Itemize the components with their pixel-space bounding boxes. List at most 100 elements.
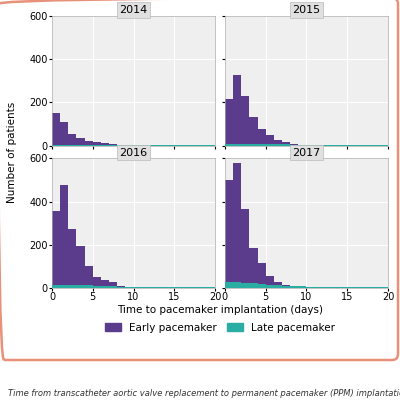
Bar <box>207 145 215 146</box>
Bar <box>282 142 290 146</box>
Bar <box>233 282 241 288</box>
Bar <box>258 144 266 146</box>
Bar <box>52 285 60 288</box>
Bar <box>290 144 298 146</box>
Bar <box>68 285 76 288</box>
Bar <box>60 186 68 288</box>
Bar <box>249 248 258 288</box>
Bar <box>199 145 207 146</box>
Bar <box>134 145 142 146</box>
Bar <box>166 145 174 146</box>
Bar <box>347 145 355 146</box>
Bar <box>207 287 215 288</box>
Bar <box>191 287 199 288</box>
Bar <box>125 287 134 288</box>
Bar <box>364 287 372 288</box>
Bar <box>76 145 85 146</box>
Bar <box>339 287 347 288</box>
Title: 2014: 2014 <box>120 5 148 15</box>
Bar <box>315 287 323 288</box>
Bar <box>52 211 60 288</box>
Bar <box>93 286 101 288</box>
Bar <box>85 145 93 146</box>
Bar <box>241 144 249 146</box>
Bar <box>323 145 331 146</box>
Bar <box>52 145 60 146</box>
Bar <box>60 145 68 146</box>
Bar <box>174 287 182 288</box>
Bar <box>258 284 266 288</box>
Bar <box>306 145 315 146</box>
Bar <box>331 145 339 146</box>
Bar <box>290 286 298 288</box>
Bar <box>125 145 134 146</box>
Bar <box>85 141 93 146</box>
Bar <box>233 75 241 146</box>
Text: Time to pacemaker implantation (days): Time to pacemaker implantation (days) <box>117 305 323 315</box>
Bar <box>274 144 282 146</box>
Bar <box>298 145 306 146</box>
Bar <box>85 286 93 288</box>
Bar <box>68 134 76 146</box>
Bar <box>225 180 233 288</box>
Bar <box>315 145 323 146</box>
Bar <box>93 277 101 288</box>
Bar <box>274 140 282 146</box>
Bar <box>93 145 101 146</box>
Bar <box>241 209 249 288</box>
Bar <box>150 287 158 288</box>
Bar <box>339 145 347 146</box>
Bar <box>241 283 249 288</box>
Bar <box>258 129 266 146</box>
Bar <box>52 113 60 146</box>
Bar <box>233 144 241 146</box>
Bar <box>60 285 68 288</box>
Bar <box>134 287 142 288</box>
Bar <box>249 118 258 146</box>
Bar <box>60 122 68 146</box>
Bar <box>125 287 134 288</box>
Bar <box>158 287 166 288</box>
Legend: Early pacemaker, Late pacemaker: Early pacemaker, Late pacemaker <box>101 318 339 337</box>
Bar <box>233 163 241 288</box>
Bar <box>355 145 364 146</box>
Bar <box>117 286 125 288</box>
Bar <box>241 96 249 146</box>
Bar <box>249 144 258 146</box>
Bar <box>298 286 306 288</box>
Bar <box>125 145 134 146</box>
Bar <box>68 229 76 288</box>
Title: 2016: 2016 <box>120 148 148 158</box>
Bar <box>117 287 125 288</box>
Bar <box>174 145 182 146</box>
Bar <box>347 287 355 288</box>
Bar <box>306 287 315 288</box>
Bar <box>182 145 191 146</box>
Bar <box>274 286 282 288</box>
Bar <box>225 282 233 288</box>
Bar <box>225 99 233 146</box>
Bar <box>109 286 117 288</box>
Bar <box>166 287 174 288</box>
Bar <box>266 144 274 146</box>
Bar <box>199 287 207 288</box>
Bar <box>76 246 85 288</box>
Bar <box>191 145 199 146</box>
Bar <box>372 287 380 288</box>
Bar <box>101 286 109 288</box>
Bar <box>331 287 339 288</box>
Text: Number of patients: Number of patients <box>7 101 17 203</box>
Bar <box>290 286 298 288</box>
Bar <box>380 145 388 146</box>
Bar <box>150 145 158 146</box>
Bar <box>68 145 76 146</box>
Bar <box>266 135 274 146</box>
Text: Time from transcatheter aortic valve replacement to permanent pacemaker (PPM) im: Time from transcatheter aortic valve rep… <box>8 389 400 398</box>
Bar <box>76 285 85 288</box>
Bar <box>134 287 142 288</box>
Bar <box>93 142 101 146</box>
Bar <box>282 144 290 146</box>
Bar <box>282 285 290 288</box>
Bar <box>158 145 166 146</box>
Bar <box>306 287 315 288</box>
